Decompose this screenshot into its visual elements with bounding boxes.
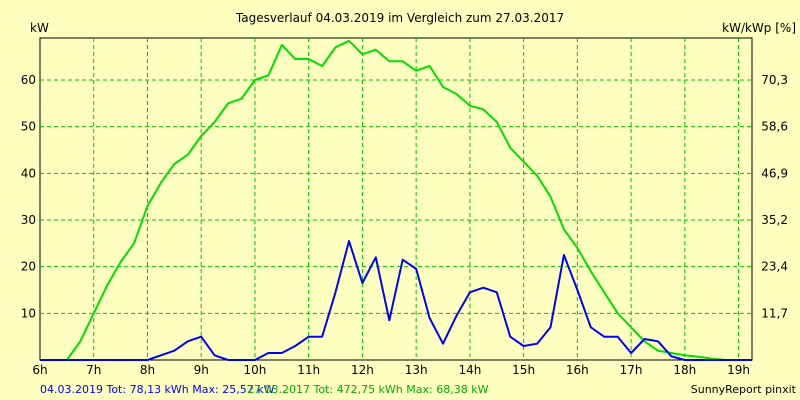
y-tick-label-right: 11,7 (761, 306, 788, 320)
x-tick-label: 12h (351, 363, 374, 377)
y-axis-left-label: kW (30, 21, 49, 35)
x-tick-label: 8h (140, 363, 155, 377)
x-tick-label: 7h (86, 363, 101, 377)
legend-series-2017: 27.03.2017 Tot: 472,75 kWh Max: 68,38 kW (247, 383, 489, 396)
y-tick-label-left: 20 (21, 260, 36, 274)
y-tick-label-left: 60 (21, 73, 36, 87)
y-tick-label-left: 30 (21, 213, 36, 227)
plot-area (39, 37, 753, 361)
x-tick-label: 9h (194, 363, 209, 377)
tick-labels: 6h 7h 8h 9h 10h 11h 12h 13h 14h 15h 16h 17h 18h 19h 10… (21, 73, 788, 377)
y-tick-label-right: 70,3 (761, 73, 788, 87)
series-line-27-03-2017 (40, 39, 752, 361)
y-tick-label-right: 46,9 (761, 166, 788, 180)
y-tick-label-left: 40 (21, 166, 36, 180)
x-tick-label: 10h (244, 363, 267, 377)
x-tick-label: 18h (673, 363, 696, 377)
y-tick-label-left: 50 (21, 120, 36, 134)
y-axis-right-label: kW/kWp [%] (722, 21, 796, 35)
x-tick-label: 15h (512, 363, 535, 377)
x-tick-label: 17h (620, 363, 643, 377)
y-tick-label-left: 10 (21, 306, 36, 320)
series-layer (40, 39, 752, 361)
y-tick-label-right: 35,2 (761, 213, 788, 227)
x-tick-label: 19h (727, 363, 750, 377)
x-tick-label: 13h (405, 363, 428, 377)
chart-title: Tagesverlauf 04.03.2019 im Vergleich zum… (235, 11, 564, 25)
series-line-04-03-2019 (40, 240, 752, 361)
x-tick-label: 14h (458, 363, 481, 377)
x-tick-label: 16h (566, 363, 589, 377)
y-tick-label-right: 23,4 (761, 260, 788, 274)
x-tick-label: 11h (297, 363, 320, 377)
x-tick-label: 6h (32, 363, 47, 377)
grid (40, 38, 752, 360)
credit-text: SunnyReport pinxit (690, 383, 796, 396)
y-tick-label-right: 58,6 (761, 120, 788, 134)
legend-series-2019: 04.03.2019 Tot: 78,13 kWh Max: 25,57 kW (40, 383, 275, 396)
